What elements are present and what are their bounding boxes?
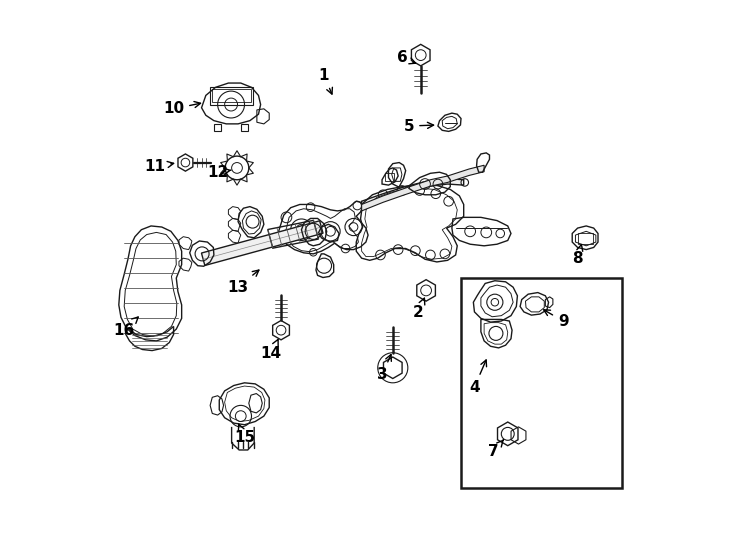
Text: 16: 16 [114,317,138,338]
Text: 11: 11 [145,159,174,174]
Text: 2: 2 [413,298,425,320]
Polygon shape [362,165,484,211]
Bar [461,278,622,488]
Text: 15: 15 [234,424,255,445]
Text: 6: 6 [396,50,415,65]
Text: 7: 7 [488,440,504,459]
Polygon shape [362,179,464,207]
Bar [578,233,593,244]
Text: 9: 9 [544,310,568,328]
Bar [210,87,253,105]
Text: 10: 10 [163,102,200,116]
Text: 14: 14 [261,340,282,361]
Text: 8: 8 [573,245,583,266]
Text: 5: 5 [404,118,434,133]
Polygon shape [201,221,323,266]
Bar [212,90,251,103]
Bar [385,173,394,181]
Text: 13: 13 [228,270,259,295]
Text: 3: 3 [377,355,391,382]
Text: 1: 1 [319,68,333,94]
Text: 4: 4 [469,360,487,395]
Text: 12: 12 [207,165,231,180]
